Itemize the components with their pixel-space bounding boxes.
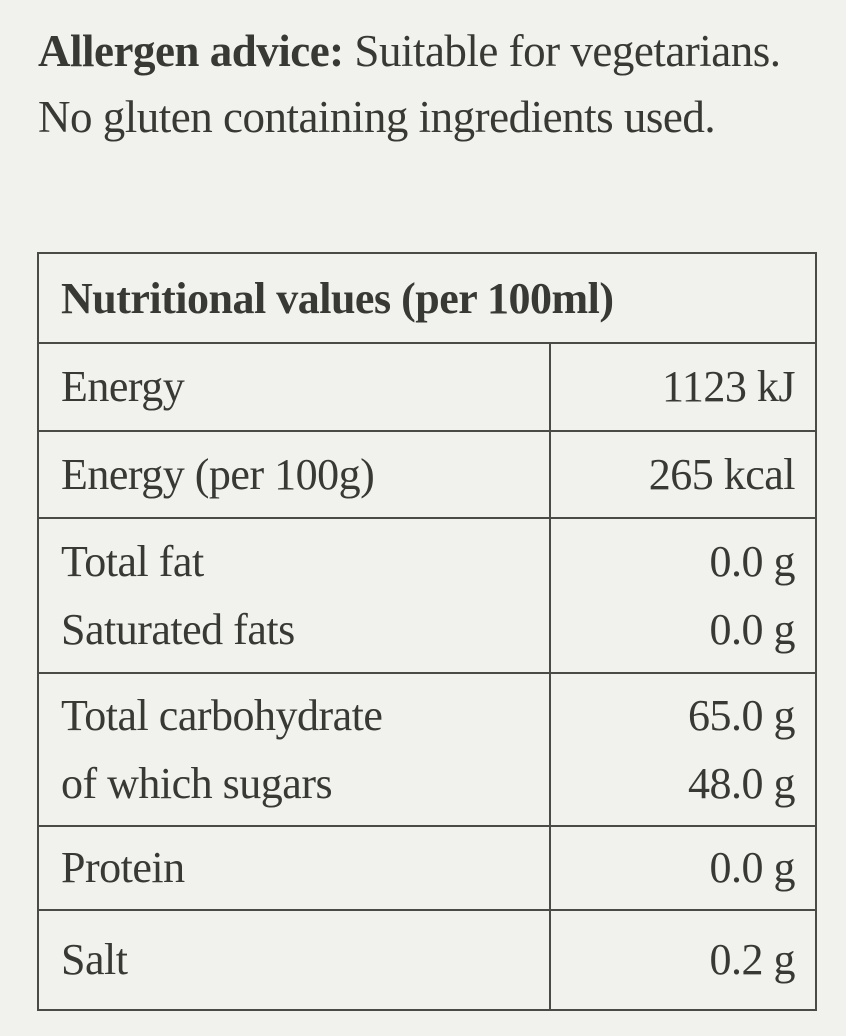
table-row: Energy (per 100g) 265 kcal xyxy=(37,430,817,519)
nutrient-value-cell: 0.2 g xyxy=(549,909,817,1011)
nutrient-label: Total fat xyxy=(61,536,204,586)
allergen-label: Allergen advice: xyxy=(38,26,344,76)
nutrient-value-cell: 0.0 g xyxy=(549,825,817,911)
nutrient-value: 0.2 g xyxy=(709,935,796,984)
nutrient-value: 265 kcal xyxy=(648,449,796,499)
table-row: Salt 0.2 g xyxy=(37,909,817,1011)
nutrient-label-cell: Total fat Saturated fats xyxy=(37,517,551,674)
nutrient-value: 48.0 g xyxy=(688,758,796,808)
nutrient-value: 1123 kJ xyxy=(662,362,796,411)
allergen-advice: Allergen advice: Suitable for vegetarian… xyxy=(38,18,818,150)
table-row: Total fat Saturated fats 0.0 g 0.0 g xyxy=(37,517,817,674)
nutrient-label: Salt xyxy=(61,935,128,984)
nutrition-table: Nutritional values (per 100ml) Energy 112… xyxy=(37,252,817,1011)
nutrient-label: Energy xyxy=(61,362,185,411)
nutrient-label: Protein xyxy=(61,843,185,892)
nutrient-label-cell: Total carbohydrate of which sugars xyxy=(37,672,551,827)
nutrient-value: 0.0 g xyxy=(709,843,796,892)
nutrient-value: 0.0 g xyxy=(709,536,796,586)
nutrient-label: of which sugars xyxy=(61,758,333,808)
nutrient-value-cell: 0.0 g 0.0 g xyxy=(549,517,817,674)
nutrient-value: 0.0 g xyxy=(709,604,796,654)
nutrient-value-cell: 65.0 g 48.0 g xyxy=(549,672,817,827)
nutrient-label-cell: Energy (per 100g) xyxy=(37,430,551,519)
table-row: Energy 1123 kJ xyxy=(37,342,817,432)
nutrient-label: Energy (per 100g) xyxy=(61,449,375,499)
table-row: Total carbohydrate of which sugars 65.0 g 4… xyxy=(37,672,817,827)
table-title: Nutritional values (per 100ml) xyxy=(37,252,817,344)
table-row: Protein 0.0 g xyxy=(37,825,817,911)
nutrient-label: Saturated fats xyxy=(61,604,295,654)
nutrient-label: Total carbohydrate xyxy=(61,690,383,740)
nutrient-label-cell: Protein xyxy=(37,825,551,911)
nutrient-value: 65.0 g xyxy=(688,690,796,740)
nutrient-label-cell: Salt xyxy=(37,909,551,1011)
nutrient-label-cell: Energy xyxy=(37,342,551,432)
nutrient-value-cell: 265 kcal xyxy=(549,430,817,519)
nutrient-value-cell: 1123 kJ xyxy=(549,342,817,432)
allergen-text: Suitable for vegetarians. No gluten cont… xyxy=(38,26,781,142)
